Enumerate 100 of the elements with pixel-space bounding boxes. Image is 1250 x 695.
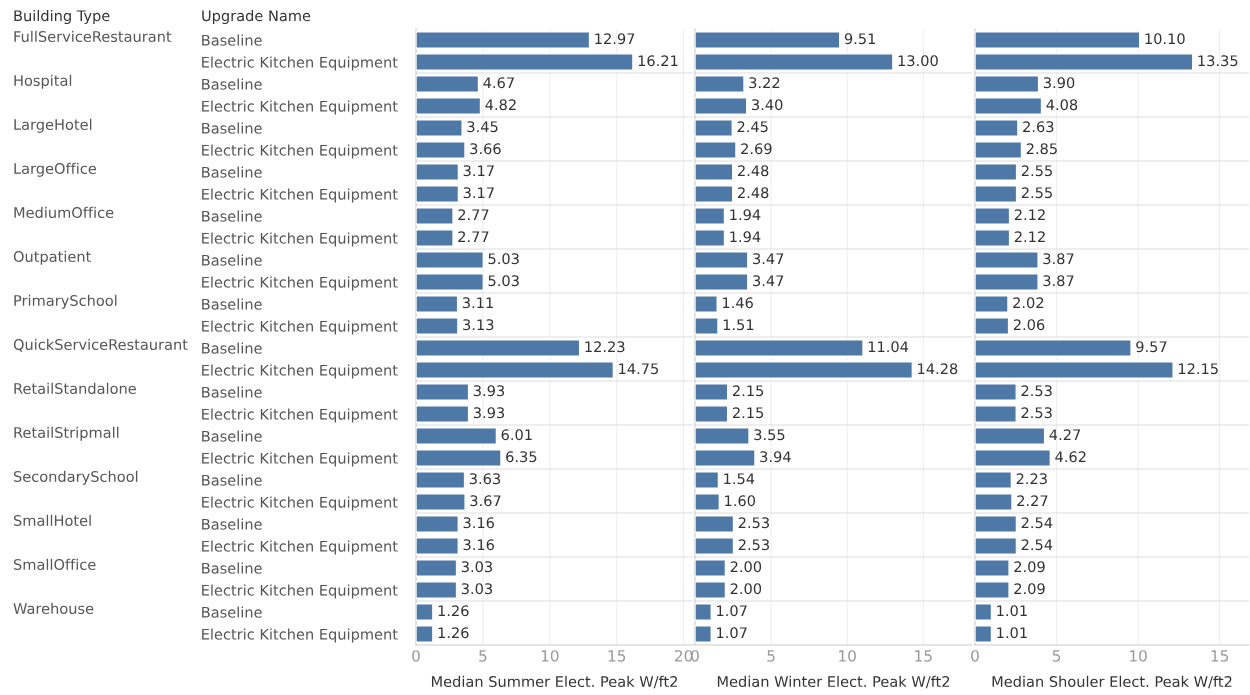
bar [695, 339, 864, 357]
bar [416, 273, 485, 291]
bar [695, 295, 718, 313]
data-label: 2.27 [1017, 495, 1048, 507]
data-label: 3.13 [463, 319, 494, 331]
bar [695, 493, 721, 511]
data-label: 2.15 [732, 385, 764, 397]
data-label: 3.17 [463, 165, 494, 177]
data-label: 4.67 [483, 77, 514, 89]
bar [695, 361, 914, 379]
y-tick-label: Electric Kitchen Equipment [202, 144, 398, 159]
y-tick-label: Electric Kitchen Equipment [202, 232, 398, 247]
data-label: 3.47 [753, 253, 784, 265]
data-label: 3.67 [470, 495, 501, 507]
y-tick-label: Electric Kitchen Equipment [202, 540, 398, 555]
data-label: 1.07 [717, 605, 747, 617]
x-tick-label: 10 [541, 650, 559, 662]
bar [695, 119, 733, 137]
data-label: 2.00 [730, 583, 762, 595]
y-tick-label: Electric Kitchen Equipment [202, 188, 398, 203]
data-label: 1.51 [723, 319, 754, 331]
text: SmallOffice [13, 558, 96, 571]
data-label: 1.01 [997, 605, 1027, 617]
bar [416, 53, 634, 71]
bar [416, 625, 434, 643]
bar [416, 449, 502, 467]
y-tick-label: Electric Kitchen Equipment [202, 496, 398, 511]
data-label: 1.26 [438, 627, 469, 639]
text: LargeOffice [14, 162, 97, 177]
text: QuickServiceRestaurant [13, 338, 188, 352]
bar [975, 119, 1019, 137]
data-label: 14.75 [619, 363, 659, 375]
data-label: 2.02 [1013, 297, 1044, 309]
text: Building Type [14, 9, 110, 25]
data-label: 1.54 [724, 473, 755, 485]
bar [975, 185, 1018, 203]
y-tick-label: Baseline [202, 562, 262, 574]
bar [416, 603, 434, 621]
text: SecondarySchool [13, 470, 138, 485]
bar [975, 31, 1141, 49]
bar [695, 251, 749, 269]
y-tick-label: Baseline [202, 298, 262, 310]
bar [416, 317, 459, 335]
bar [975, 163, 1018, 181]
y-axis-title: Upgrade Name [202, 9, 311, 25]
data-label: 11.04 [868, 341, 909, 353]
bar [695, 207, 726, 225]
bar [416, 383, 470, 401]
bar [975, 537, 1018, 555]
data-label: 3.17 [463, 187, 494, 199]
data-label: 2.12 [1014, 231, 1045, 243]
bar [416, 581, 458, 599]
y-tick-label: Baseline [202, 34, 262, 46]
data-label: 2.15 [732, 407, 764, 419]
bar [975, 625, 993, 643]
bar [975, 427, 1046, 445]
data-label: 13.00 [898, 55, 938, 67]
data-label: 4.08 [1046, 99, 1078, 111]
bar [975, 515, 1018, 533]
bar [416, 471, 466, 489]
bar [975, 559, 1010, 577]
data-label: 3.11 [462, 297, 493, 309]
data-label: 5.03 [488, 275, 519, 287]
data-label: 1.01 [997, 627, 1027, 639]
y-tick-label: Electric Kitchen Equipment [202, 56, 398, 71]
bar [695, 471, 720, 489]
data-label: 16.21 [638, 55, 678, 67]
bar [975, 361, 1174, 379]
bar [416, 339, 581, 357]
y-tick-label: Electric Kitchen Equipment [202, 584, 398, 599]
bar [695, 603, 712, 621]
data-label: 3.87 [1043, 253, 1074, 265]
bar [975, 383, 1017, 401]
data-label: 12.97 [595, 33, 635, 45]
text: Hospital [14, 74, 72, 89]
data-label: 9.51 [844, 33, 876, 45]
data-label: 3.66 [470, 143, 501, 155]
bar [416, 97, 482, 115]
y-tick-label: Electric Kitchen Equipment [202, 628, 398, 643]
text: Warehouse [13, 602, 94, 615]
data-label: 2.48 [737, 187, 769, 199]
bar [695, 449, 756, 467]
x-tick-label: 10 [1130, 650, 1147, 662]
data-label: 2.53 [738, 517, 769, 529]
bar [975, 405, 1017, 423]
y-tick-label: Baseline [202, 430, 262, 442]
bar [975, 53, 1194, 71]
bar [416, 405, 470, 423]
data-label: 2.09 [1014, 561, 1045, 573]
data-label: 4.62 [1055, 451, 1086, 463]
text: Outpatient [13, 250, 91, 265]
bar [975, 317, 1010, 335]
y-tick-label: Baseline [202, 606, 262, 618]
y-tick-label: Baseline [202, 518, 262, 530]
data-label: 1.60 [725, 495, 756, 507]
bar [975, 493, 1013, 511]
data-label: 1.94 [730, 209, 761, 221]
y-tick-label: Baseline [202, 210, 262, 222]
data-label: 3.55 [754, 429, 785, 441]
bar [695, 559, 727, 577]
